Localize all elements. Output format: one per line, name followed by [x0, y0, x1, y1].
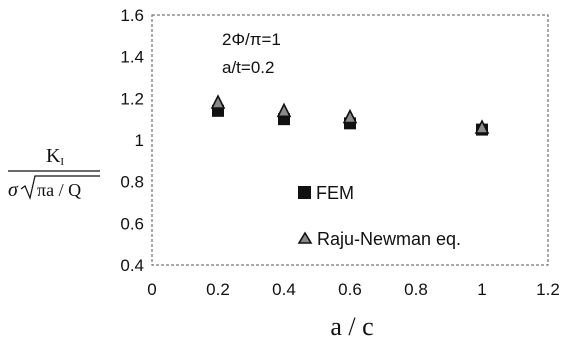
- x-tick-labels: 0 0.2 0.4 0.6 0.8 1 1.2: [147, 280, 560, 299]
- y-tick-label: 1.4: [120, 48, 144, 67]
- annotation-phi: 2Φ/π=1: [222, 30, 281, 49]
- legend-label-raju-newman: Raju-Newman eq.: [317, 229, 461, 249]
- x-tick-label: 0.2: [206, 280, 230, 299]
- y-tick-label: 1.2: [120, 89, 144, 108]
- raju-newman-point: [474, 119, 490, 134]
- legend-square-marker: [298, 186, 311, 199]
- x-tick-label: 0.4: [272, 280, 296, 299]
- data-marks: [210, 94, 490, 136]
- plot-frame: [151, 14, 549, 266]
- raju-newman-point: [276, 102, 292, 118]
- y-tick-label: 1: [135, 131, 144, 150]
- legend: FEM Raju-Newman eq.: [297, 183, 461, 249]
- y-label-radicand: πa / Q: [37, 180, 81, 200]
- x-tick-label: 0.8: [404, 280, 428, 299]
- y-label-sigma: σ: [8, 179, 19, 201]
- raju-newman-point: [342, 108, 358, 124]
- x-axis-label: a / c: [330, 312, 373, 341]
- y-label-sqrt-sign: [20, 175, 100, 200]
- x-tick-label: 0: [147, 280, 156, 299]
- x-tick-label: 0.6: [338, 280, 362, 299]
- legend-triangle-marker: [297, 231, 313, 244]
- x-tick-label: 1: [477, 280, 486, 299]
- annotation-aspect-ratio: a/t=0.2: [222, 58, 274, 77]
- y-tick-label: 0.6: [120, 214, 144, 233]
- y-tick-label: 0.4: [120, 256, 144, 275]
- y-tick-label: 1.6: [120, 6, 144, 25]
- y-tick-label: 0.8: [120, 173, 144, 192]
- legend-label-fem: FEM: [316, 183, 354, 203]
- x-tick-label: 1.2: [536, 280, 560, 299]
- y-label-numerator: KI: [46, 145, 64, 168]
- y-tick-labels: 0.4 0.6 0.8 1 1.2 1.4 1.6: [120, 6, 144, 275]
- y-axis-label: KI σ πa / Q: [8, 145, 100, 201]
- raju-newman-point: [210, 94, 226, 109]
